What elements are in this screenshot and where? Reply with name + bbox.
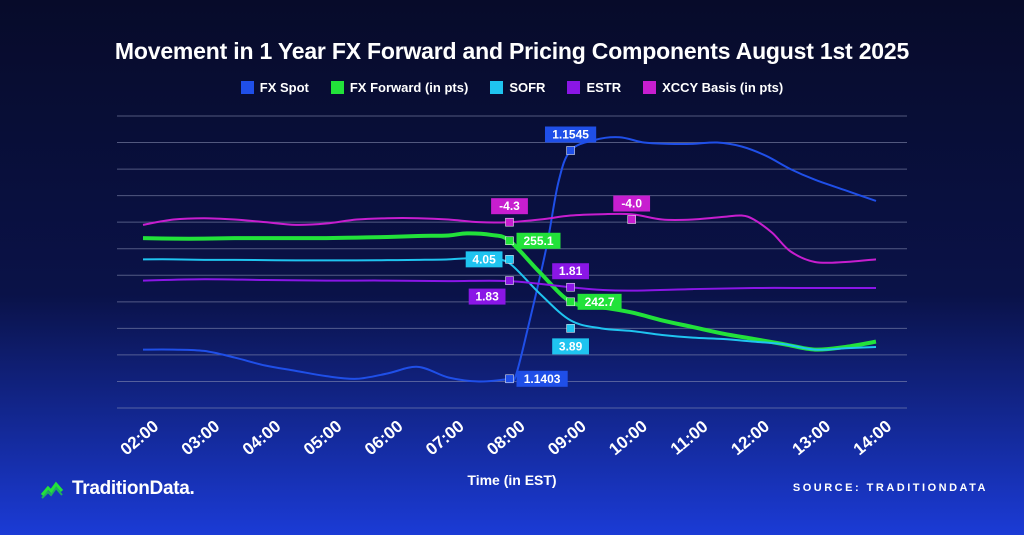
data-marker <box>566 297 575 307</box>
legend-item: FX Spot <box>240 80 309 95</box>
annotations: 1.1545 1.1403 255.1 242.7 4.05 3.89 1.83 1.81 -4… <box>465 126 651 387</box>
legend-item: XCCY Basis (in pts) <box>643 80 783 95</box>
source-note: SOURCE: TRADITIONDATA <box>792 482 988 494</box>
legend-item: SOFR <box>490 80 545 95</box>
x-tick-label: 06:00 <box>361 417 407 460</box>
annotation-box <box>468 288 506 305</box>
annotation-box <box>465 251 503 268</box>
data-marker <box>566 324 575 333</box>
x-tick-label: 07:00 <box>422 417 468 460</box>
brand-name: TraditionData. <box>72 478 195 499</box>
series-lines <box>142 136 877 383</box>
annotation-label: 1.81 <box>559 264 583 278</box>
x-axis-label: Time (in EST) <box>467 472 557 488</box>
x-tick-label: 12:00 <box>728 417 774 460</box>
data-marker <box>505 374 514 384</box>
annotation-box <box>491 198 528 215</box>
x-tick-label: 08:00 <box>483 417 529 460</box>
legend-swatch <box>330 81 344 94</box>
series-line <box>142 231 877 352</box>
x-tick-label: 09:00 <box>544 417 590 460</box>
series-line <box>142 212 877 264</box>
legend-swatch <box>643 81 657 94</box>
x-tick-label: 03:00 <box>178 417 224 460</box>
x-tick-label: 11:00 <box>667 417 712 459</box>
annotation-box <box>516 370 568 387</box>
x-tick-label: 05:00 <box>300 417 346 460</box>
annotation-box <box>516 232 561 249</box>
annotation-box <box>544 126 597 143</box>
annotation-label: 4.05 <box>472 252 496 266</box>
data-marker <box>505 217 514 227</box>
annotation-label: 1.1545 <box>552 128 589 142</box>
x-tick-label: 14:00 <box>850 417 896 460</box>
data-marker <box>505 255 514 264</box>
legend-swatch <box>240 81 254 94</box>
x-tick-label: 10:00 <box>605 417 651 460</box>
annotation-label: 1.1403 <box>524 372 561 386</box>
legend-item: FX Forward (in pts) <box>330 80 469 95</box>
data-marker <box>505 276 514 285</box>
legend-label: ESTR <box>586 80 622 95</box>
x-tick-label: 02:00 <box>117 417 163 460</box>
data-marker <box>627 215 636 224</box>
legend-label: FX Forward (in pts) <box>349 80 469 95</box>
annotation-label: 255.1 <box>523 234 553 248</box>
legend-swatch <box>490 81 504 94</box>
legend: FX Spot FX Forward (in pts) SOFR ESTR XCCY B… <box>0 80 1024 95</box>
x-tick-label: 13:00 <box>789 417 835 460</box>
chart-title: Movement in 1 Year FX Forward and Pricin… <box>114 38 910 64</box>
legend-swatch <box>567 81 581 94</box>
brand-logo: TraditionData. <box>40 478 195 500</box>
annotation-label: -4.0 <box>621 197 642 211</box>
x-tick-labels: 02:00 03:00 04:00 05:00 06:00 07:00 08:00 09:00… <box>117 417 896 460</box>
annotation-box <box>577 293 622 310</box>
annotation-box <box>613 195 651 212</box>
annotation-label: 1.83 <box>475 290 499 304</box>
series-line <box>142 256 877 351</box>
series-line <box>142 136 877 383</box>
legend-label: FX Spot <box>259 80 309 95</box>
data-marker <box>566 282 575 292</box>
annotation-box <box>552 263 589 280</box>
tradition-logo-icon <box>40 481 64 499</box>
legend-item: ESTR <box>567 80 621 95</box>
data-marker <box>566 146 575 155</box>
annotation-label: 242.7 <box>585 295 615 309</box>
series-line <box>142 278 876 292</box>
annotation-box <box>552 338 589 355</box>
x-tick-label: 04:00 <box>239 417 285 460</box>
grid <box>117 115 907 409</box>
data-marker <box>505 236 514 246</box>
annotation-label: -4.3 <box>499 199 520 213</box>
legend-label: XCCY Basis (in pts) <box>662 80 784 95</box>
annotation-label: 3.89 <box>559 339 583 353</box>
legend-label: SOFR <box>509 80 546 95</box>
